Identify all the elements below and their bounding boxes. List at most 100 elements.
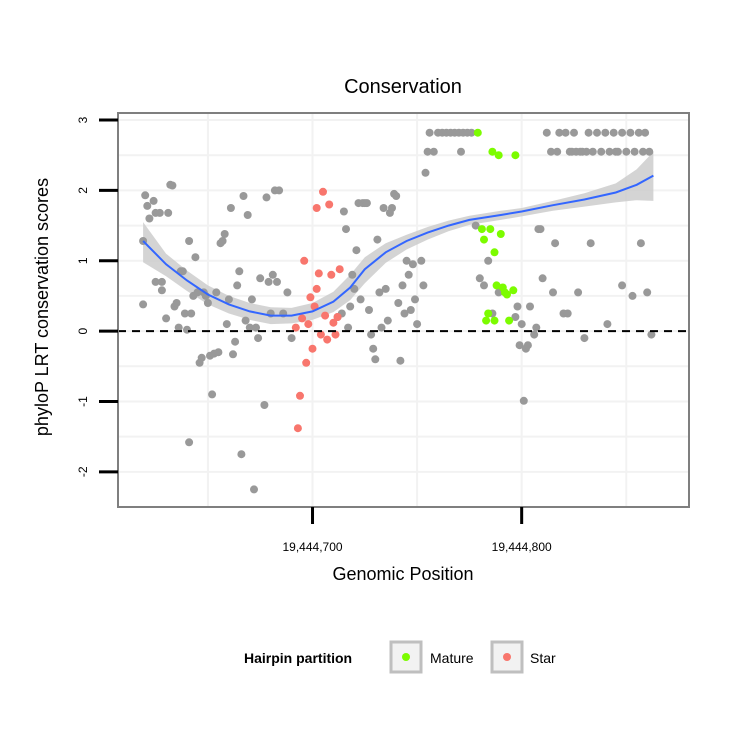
other-point <box>603 320 612 329</box>
y-tick-label: 1 <box>76 257 90 264</box>
other-point <box>183 325 191 334</box>
other-point <box>549 288 557 297</box>
other-point <box>586 239 595 248</box>
other-point <box>536 225 545 234</box>
other-point <box>643 288 652 297</box>
other-point <box>411 295 419 304</box>
other-point <box>143 201 152 210</box>
other-point <box>375 288 384 297</box>
other-point <box>408 260 417 269</box>
other-point <box>542 128 551 137</box>
other-point <box>377 323 386 332</box>
other-point <box>553 147 562 156</box>
series-mature <box>473 128 520 325</box>
other-point <box>429 147 438 156</box>
other-point <box>398 281 407 290</box>
other-point <box>555 128 564 137</box>
other-point <box>151 277 160 286</box>
other-point <box>339 207 348 216</box>
other-point <box>268 270 277 279</box>
other-point <box>237 450 246 459</box>
other-point <box>480 281 488 290</box>
other-point <box>273 277 281 286</box>
other-point <box>346 302 355 311</box>
other-point <box>243 211 252 219</box>
other-point <box>605 147 614 156</box>
other-point <box>561 128 570 137</box>
other-point <box>381 284 390 293</box>
other-point <box>634 128 643 137</box>
other-point <box>373 235 382 244</box>
other-point <box>247 295 256 304</box>
star-point <box>296 391 304 400</box>
other-point <box>241 316 250 325</box>
other-point <box>350 284 359 293</box>
star-point <box>316 330 325 339</box>
mature-point <box>488 147 497 156</box>
y-axis-ticks: -2 -1 0 1 2 3 <box>76 116 118 477</box>
other-point <box>425 128 434 137</box>
legend-marker-mature <box>402 653 410 661</box>
star-point <box>308 344 317 353</box>
other-point <box>220 230 229 238</box>
other-point <box>645 147 654 156</box>
other-point <box>402 256 411 265</box>
mature-point <box>509 286 518 295</box>
other-point <box>597 147 606 156</box>
other-point <box>563 309 572 318</box>
star-point <box>300 256 309 265</box>
other-point <box>180 309 189 318</box>
other-point <box>570 128 578 137</box>
mature-point <box>484 309 493 318</box>
other-point <box>275 186 284 195</box>
series-star <box>291 187 344 433</box>
other-point <box>157 286 166 295</box>
other-point <box>394 299 403 307</box>
other-point <box>530 330 539 339</box>
other-point <box>197 353 206 362</box>
other-point <box>222 320 231 329</box>
star-point <box>298 314 307 323</box>
legend-label-mature: Mature <box>430 650 474 666</box>
mature-point <box>503 290 511 299</box>
y-tick-label: 3 <box>76 116 90 123</box>
other-point <box>423 147 432 156</box>
other-point <box>174 323 183 332</box>
other-point <box>622 147 631 156</box>
star-point <box>312 284 321 293</box>
other-point <box>352 246 361 255</box>
other-point <box>513 302 522 311</box>
other-point <box>523 341 532 350</box>
other-point <box>519 396 528 405</box>
other-point <box>613 147 622 156</box>
other-point <box>231 337 240 346</box>
other-point <box>593 128 601 137</box>
other-point <box>601 128 610 137</box>
mature-point <box>490 248 499 257</box>
other-point <box>155 208 164 217</box>
chart-title: Conservation <box>344 76 462 98</box>
other-point <box>283 288 292 297</box>
other-point <box>233 281 242 290</box>
other-point <box>214 348 223 357</box>
other-point <box>406 306 415 314</box>
other-point <box>379 204 388 212</box>
other-point <box>582 147 591 156</box>
legend-title: Hairpin partition <box>244 650 352 666</box>
other-point <box>365 306 373 314</box>
other-point <box>584 128 593 137</box>
other-point <box>342 225 350 234</box>
other-point <box>193 288 202 297</box>
other-point <box>580 334 589 343</box>
other-point <box>618 128 627 137</box>
star-point <box>333 313 342 321</box>
other-point <box>639 147 647 156</box>
star-point <box>312 204 321 212</box>
other-point <box>551 239 560 248</box>
y-tick-label: 2 <box>76 187 90 194</box>
other-point <box>362 199 371 208</box>
x-tick-label: 19,444,700 <box>282 540 342 554</box>
other-point <box>256 274 265 283</box>
star-point <box>293 424 302 433</box>
